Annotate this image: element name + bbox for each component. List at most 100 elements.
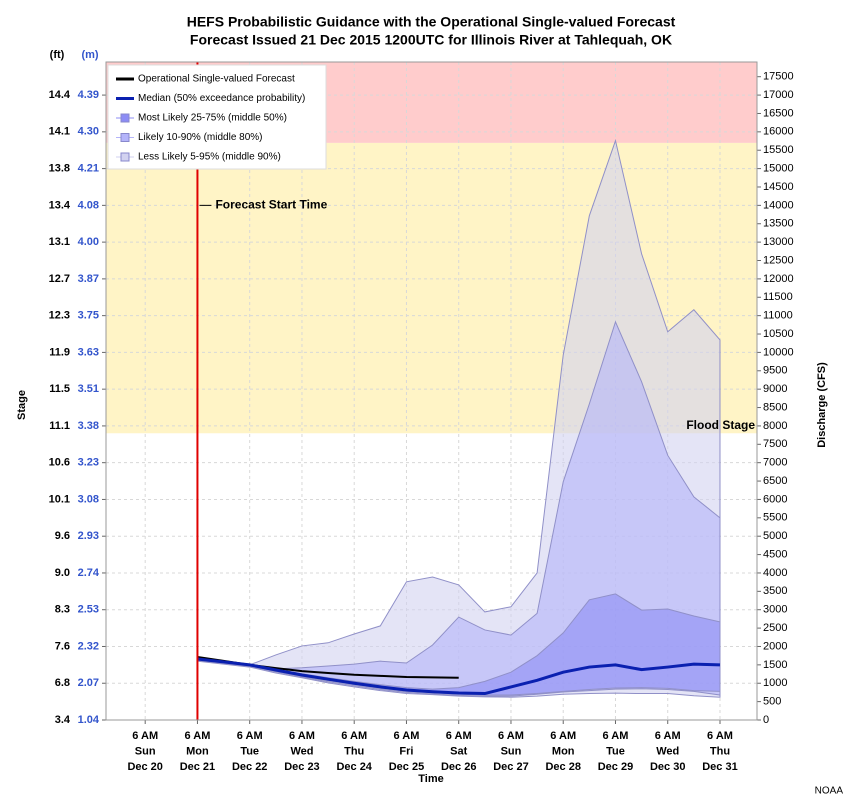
x-tick-label: Tue: [606, 745, 625, 757]
y-tick-label: 14.4: [49, 89, 71, 101]
x-tick-label: Mon: [552, 745, 575, 757]
y-axis-label: Stage: [16, 390, 28, 420]
legend-swatch: [120, 133, 130, 142]
x-tick-label: Thu: [710, 745, 730, 757]
y2-tick-label: 16000: [763, 126, 794, 138]
x-tick-label: Dec 26: [441, 761, 476, 773]
x-tick-label: Mon: [186, 745, 209, 757]
y2-tick-label: 17000: [763, 89, 794, 101]
y-tick-label: 11.1: [49, 420, 70, 432]
y2-tick-label: 12500: [763, 254, 794, 266]
x-tick-label: Dec 30: [650, 761, 685, 773]
x-tick-label: Dec 22: [232, 761, 267, 773]
y-tick-label: 12.3: [49, 310, 70, 322]
y-unit-m: (m): [81, 49, 98, 61]
y-tick-label: 11.5: [49, 383, 70, 395]
y2-tick-label: 8000: [763, 420, 787, 432]
x-tick-label: Tue: [240, 745, 259, 757]
legend-label: Most Likely 25-75% (middle 50%): [138, 113, 287, 124]
y2-tick-label: 6000: [763, 493, 787, 505]
y2-tick-label: 1000: [763, 677, 787, 689]
y-tick-label-m: 3.87: [78, 273, 99, 285]
y-tick-label: 3.4: [55, 714, 71, 726]
y-tick-label: 10.1: [49, 493, 70, 505]
y-tick-label: 14.1: [49, 126, 70, 138]
y2-tick-label: 6500: [763, 475, 787, 487]
y2-tick-label: 16500: [763, 107, 794, 119]
x-tick-label: 6 AM: [289, 730, 315, 742]
chart-subtitle: Forecast Issued 21 Dec 2015 1200UTC for …: [190, 32, 672, 48]
y2-tick-label: 10000: [763, 346, 794, 358]
legend-swatch: [120, 113, 130, 123]
x-tick-label: Wed: [290, 745, 313, 757]
y-tick-label-m: 3.63: [78, 346, 99, 358]
legend-label: Operational Single-valued Forecast: [138, 74, 295, 85]
y-tick-label-m: 2.53: [78, 604, 99, 616]
y2-tick-label: 5000: [763, 530, 787, 542]
y2-tick-label: 7000: [763, 457, 787, 469]
x-tick-label: Dec 21: [180, 761, 215, 773]
y-tick-label-m: 3.51: [78, 383, 99, 395]
y-tick-label-m: 4.21: [78, 163, 99, 175]
y2-tick-label: 15000: [763, 163, 794, 175]
x-tick-label: Dec 29: [598, 761, 633, 773]
y-tick-label: 9.6: [55, 530, 70, 542]
y2-tick-label: 12000: [763, 273, 794, 285]
x-tick-label: 6 AM: [498, 730, 524, 742]
x-tick-label: Dec 27: [493, 761, 528, 773]
y-tick-label: 11.9: [49, 346, 70, 358]
y-tick-label-m: 4.30: [78, 126, 99, 138]
y2-tick-label: 11500: [763, 291, 793, 303]
y-tick-label: 9.0: [55, 567, 70, 579]
y2-tick-label: 0: [763, 714, 769, 726]
y2-tick-label: 9500: [763, 365, 787, 377]
y2-tick-label: 9000: [763, 383, 787, 395]
y2-axis-label: Discharge (CFS): [816, 362, 828, 448]
y-tick-label-m: 4.00: [78, 236, 99, 248]
y-tick-label-m: 3.08: [78, 493, 99, 505]
x-tick-label: Sat: [450, 745, 467, 757]
y2-tick-label: 2000: [763, 640, 787, 652]
y2-tick-label: 14500: [763, 181, 794, 193]
y-tick-label-m: 3.75: [78, 310, 99, 322]
x-tick-label: 6 AM: [550, 730, 576, 742]
y2-tick-label: 3000: [763, 604, 787, 616]
y-tick-label: 13.8: [49, 163, 70, 175]
legend-label: Median (50% exceedance probability): [138, 93, 305, 104]
y2-tick-label: 14000: [763, 199, 794, 211]
y2-tick-label: 10500: [763, 328, 794, 340]
y-tick-label: 8.3: [55, 604, 70, 616]
y2-tick-label: 13500: [763, 218, 794, 230]
x-tick-label: Dec 28: [545, 761, 580, 773]
y2-tick-label: 4000: [763, 567, 787, 579]
x-tick-label: Dec 31: [702, 761, 737, 773]
y-tick-label-m: 1.04: [78, 714, 100, 726]
y2-tick-label: 7500: [763, 438, 787, 450]
x-tick-label: 6 AM: [237, 730, 263, 742]
y-unit-ft: (ft): [50, 49, 65, 61]
footer: NOAA: [815, 786, 844, 797]
y2-tick-label: 5500: [763, 512, 787, 524]
x-tick-label: Fri: [399, 745, 413, 757]
y-tick-label-m: 4.08: [78, 199, 99, 211]
x-tick-label: Dec 24: [336, 761, 372, 773]
legend-label: Less Likely 5-95% (middle 90%): [138, 152, 281, 163]
y-tick-label-m: 3.23: [78, 457, 99, 469]
y-tick-label-m: 2.93: [78, 530, 99, 542]
x-tick-label: 6 AM: [341, 730, 367, 742]
x-tick-label: 6 AM: [132, 730, 158, 742]
annotation: Forecast Start Time: [215, 198, 327, 212]
x-tick-label: Sun: [501, 745, 522, 757]
y-tick-label: 10.6: [49, 457, 70, 469]
y2-tick-label: 500: [763, 696, 781, 708]
legend-label: Likely 10-90% (middle 80%): [138, 132, 263, 143]
x-tick-label: Sun: [135, 745, 156, 757]
x-tick-label: Dec 25: [389, 761, 424, 773]
y-tick-label: 13.1: [49, 236, 70, 248]
y2-tick-label: 17500: [763, 71, 794, 83]
y-tick-label: 6.8: [55, 677, 70, 689]
x-tick-label: 6 AM: [185, 730, 211, 742]
x-tick-label: Thu: [344, 745, 364, 757]
y2-tick-label: 4500: [763, 548, 787, 560]
